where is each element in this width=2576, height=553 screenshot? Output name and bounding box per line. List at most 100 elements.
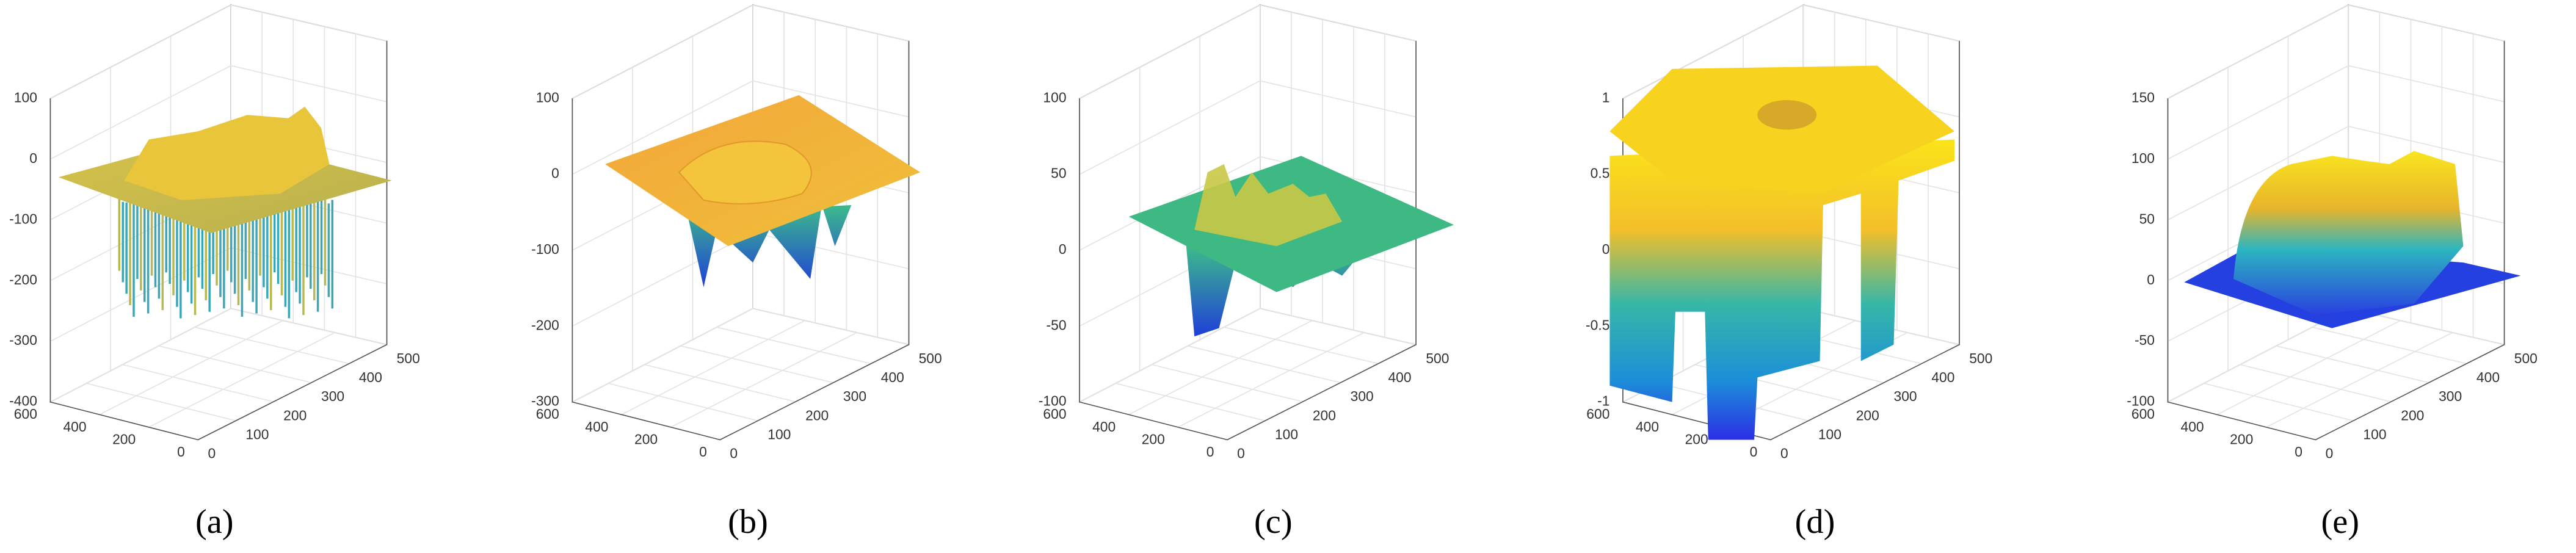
x-tick-label: 300 <box>1351 388 1374 404</box>
z-tick-label: -50 <box>2135 332 2155 348</box>
z-tick-label: -300 <box>531 393 559 409</box>
axis-line <box>571 41 910 441</box>
grid-line <box>670 332 857 428</box>
z-tick-label: 0 <box>2147 272 2155 287</box>
x-tick-label: 300 <box>1894 388 1917 404</box>
grid-line <box>621 320 805 415</box>
y-tick-label: 400 <box>2181 419 2204 435</box>
grid-line <box>2168 65 2505 160</box>
grid-line <box>1079 80 1417 175</box>
x-tick-label: 500 <box>1969 350 1992 366</box>
z-tick-label: -400 <box>9 393 37 409</box>
grid-line <box>1178 332 1365 428</box>
y-tick-label: 200 <box>1685 431 1708 447</box>
caption: (d) <box>1795 503 1835 541</box>
x-tick-label: 200 <box>283 407 307 423</box>
grid-line <box>86 383 236 422</box>
z-tick-label: -100 <box>2127 393 2155 409</box>
x-tick-label: 400 <box>359 369 382 385</box>
grid-line <box>1116 383 1266 422</box>
x-tick-label: 500 <box>2514 350 2538 366</box>
z-tick-label: -0.5 <box>1586 317 1609 333</box>
grid-line <box>230 308 387 345</box>
z-tick-label: 0 <box>1059 241 1067 257</box>
y-tick-label: 400 <box>1092 419 1116 435</box>
y-tick-label: 600 <box>14 406 37 422</box>
surface-side <box>1609 139 1955 440</box>
y-tick-label: 200 <box>634 431 658 447</box>
y-tick-label: 600 <box>2132 406 2155 422</box>
grid-line <box>1079 4 1417 99</box>
y-tick-label: 0 <box>177 444 185 460</box>
y-tick-label: 200 <box>1142 431 1165 447</box>
z-tick-label: 100 <box>2132 150 2155 166</box>
z-tick-label: 0 <box>1602 241 1610 257</box>
grid-line <box>122 364 274 402</box>
z-tick-label: 100 <box>14 89 37 105</box>
grid-line <box>2168 308 2349 403</box>
grid-line <box>158 345 312 383</box>
grid-line <box>1224 327 1379 364</box>
caption: (a) <box>195 503 234 541</box>
grid-line <box>2204 383 2354 422</box>
z-tick-label: -300 <box>9 332 37 348</box>
y-tick-label: 200 <box>2230 431 2253 447</box>
grid-line <box>2312 327 2467 364</box>
grid-line <box>1079 308 1261 403</box>
x-tick-label: 0 <box>1780 446 1788 461</box>
grid-line <box>194 327 349 364</box>
z-tick-label: 150 <box>2132 89 2155 105</box>
caption: (c) <box>1254 503 1293 541</box>
grid-line <box>2276 345 2429 383</box>
x-tick-label: 200 <box>2401 407 2424 423</box>
x-tick-label: 200 <box>1856 407 1879 423</box>
surface-bump <box>678 140 812 205</box>
x-tick-label: 500 <box>397 350 420 366</box>
x-tick-label: 500 <box>1426 350 1449 366</box>
x-tick-label: 100 <box>2363 427 2386 443</box>
y-tick-label: 0 <box>1750 444 1758 460</box>
y-tick-label: 600 <box>1043 406 1066 422</box>
y-tick-label: 400 <box>63 419 86 435</box>
grid-line <box>2240 364 2392 402</box>
x-tick-label: 200 <box>805 407 829 423</box>
x-tick-label: 200 <box>1313 407 1336 423</box>
grid-line <box>571 4 909 99</box>
x-tick-label: 100 <box>767 427 791 443</box>
axis-line <box>49 41 388 441</box>
x-tick-label: 300 <box>843 388 866 404</box>
grid-line <box>2266 332 2453 428</box>
grid-line <box>50 4 387 99</box>
caption: (e) <box>2321 503 2359 541</box>
z-tick-label: -50 <box>1047 317 1067 333</box>
grid-line <box>680 345 833 383</box>
grid-line <box>50 247 387 342</box>
z-tick-label: 50 <box>2139 211 2155 226</box>
grid-line <box>716 327 871 364</box>
grid-line <box>1128 320 1313 415</box>
grid-line <box>752 308 909 345</box>
x-tick-label: 0 <box>2326 446 2334 461</box>
x-tick-label: 400 <box>2476 369 2500 385</box>
z-tick-label: -1 <box>1597 393 1609 409</box>
z-tick-label: 1 <box>1602 89 1610 105</box>
x-tick-label: 0 <box>730 446 738 461</box>
z-tick-label: -100 <box>1039 393 1067 409</box>
surface-hole <box>1757 99 1817 130</box>
z-tick-label: -100 <box>531 241 559 257</box>
x-tick-label: 100 <box>245 427 269 443</box>
axis-line <box>2167 41 2505 441</box>
z-tick-label: 100 <box>536 89 559 105</box>
surface-bump <box>1194 164 1343 247</box>
grid-line <box>2168 4 2505 99</box>
grid-line <box>644 364 796 402</box>
x-tick-label: 400 <box>1931 369 1954 385</box>
y-tick-label: 200 <box>112 431 136 447</box>
z-tick-label: 0 <box>551 165 559 181</box>
z-tick-label: 50 <box>1051 165 1066 181</box>
y-tick-label: 0 <box>2295 444 2302 460</box>
z-tick-label: 100 <box>1043 89 1066 105</box>
